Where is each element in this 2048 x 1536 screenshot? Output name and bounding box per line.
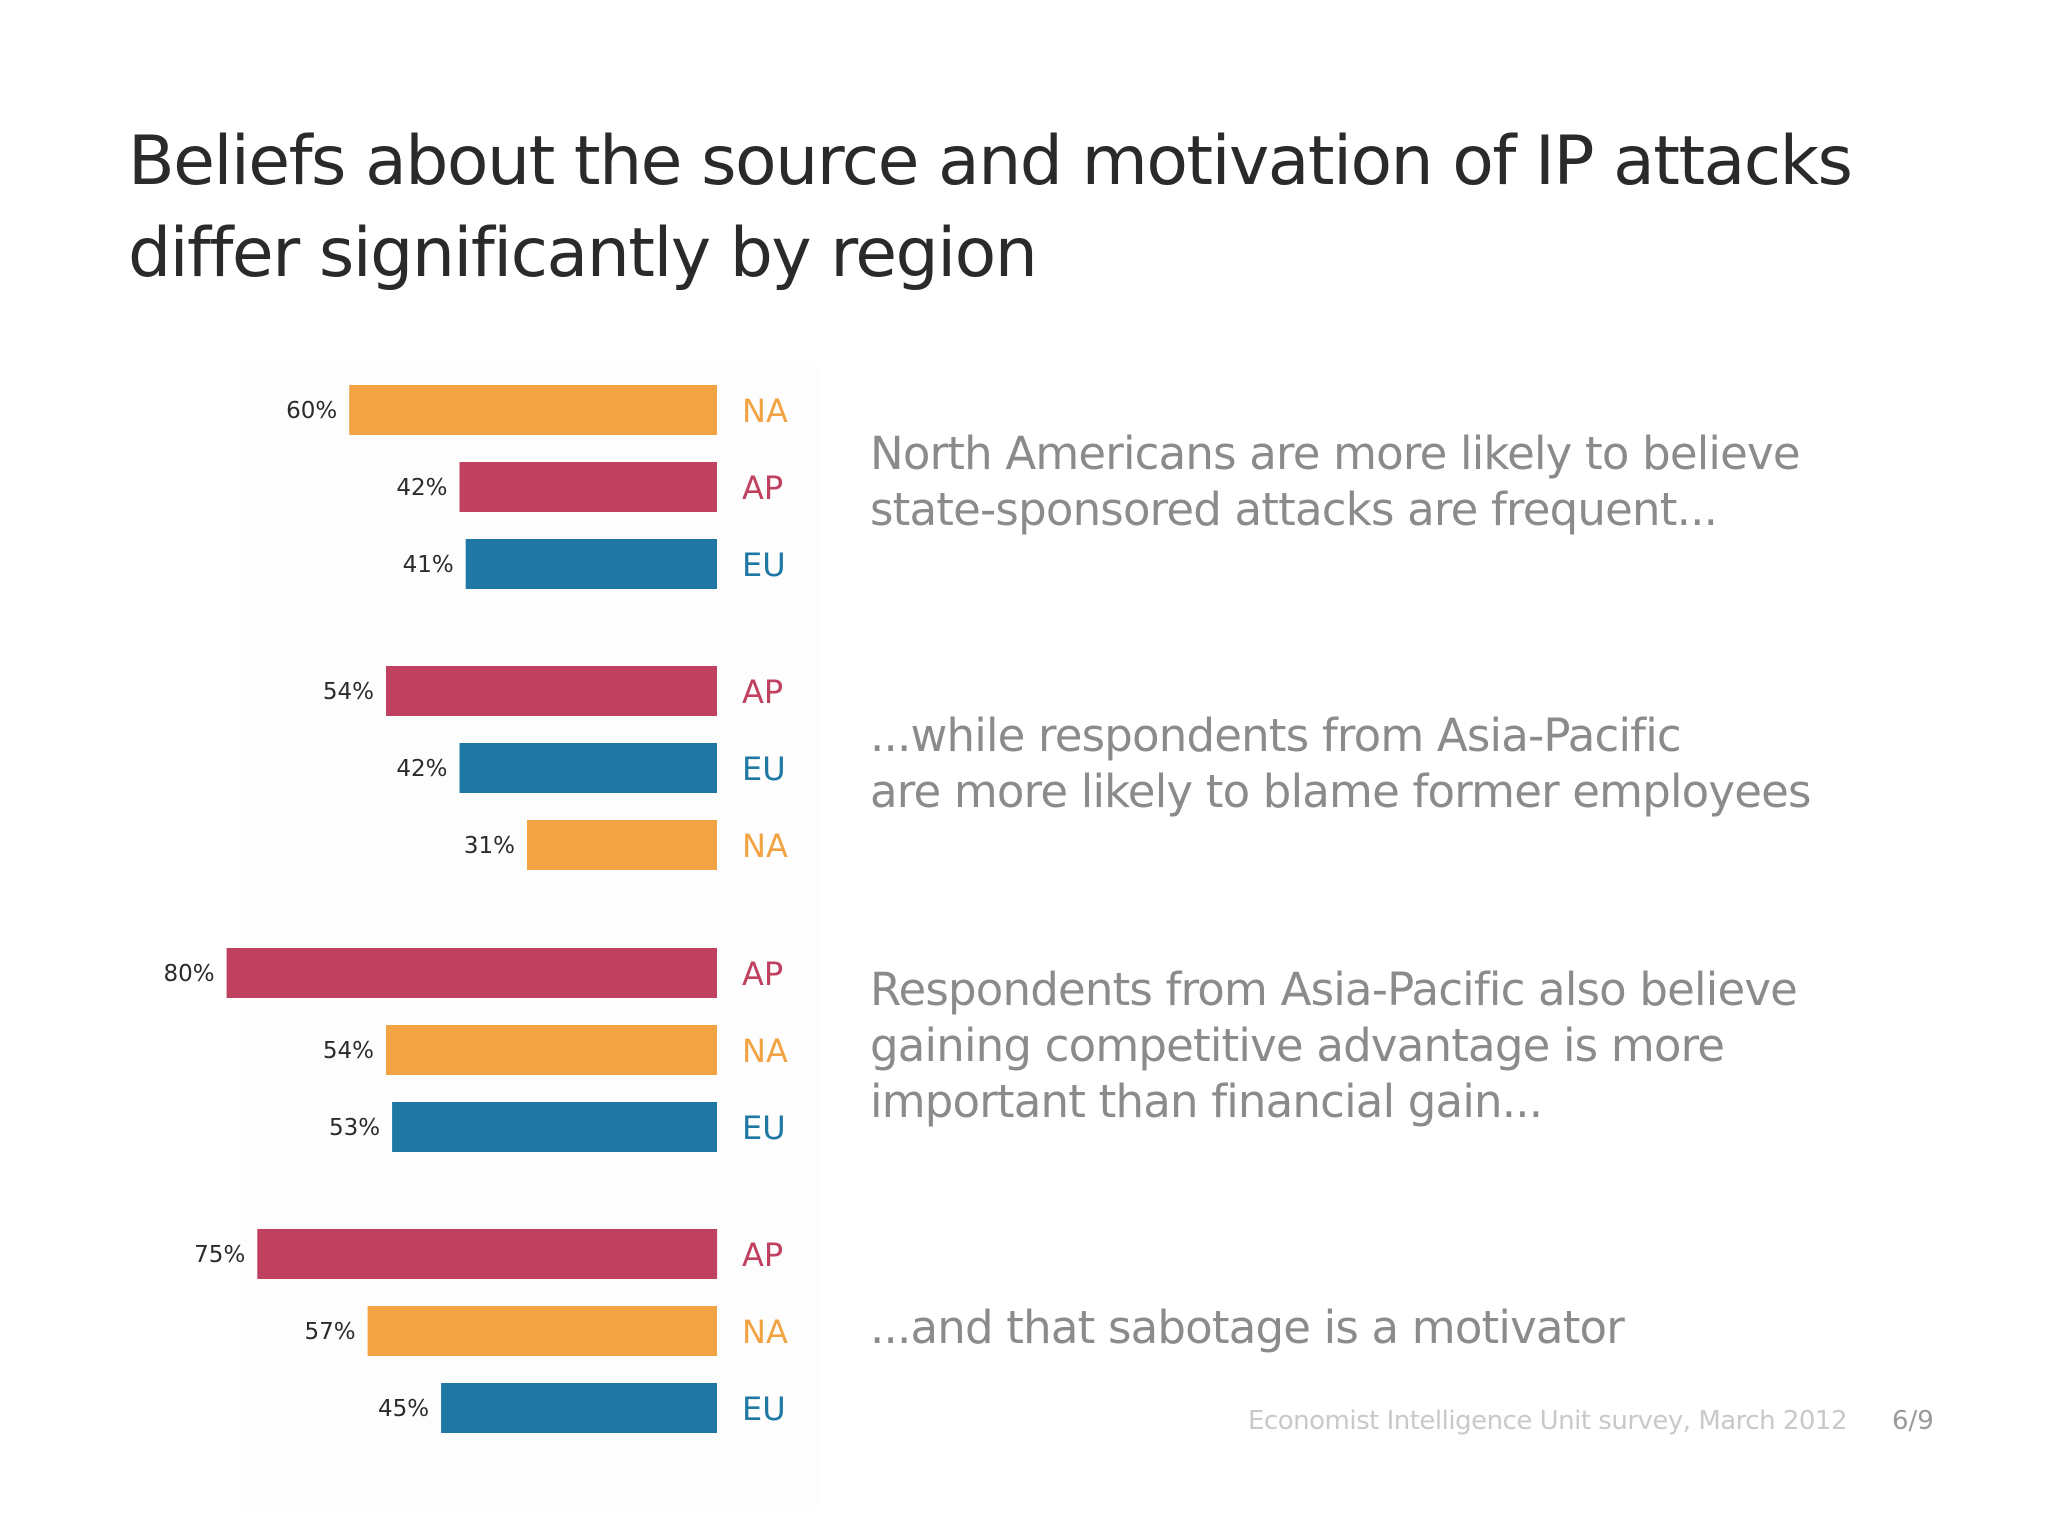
bar-2-na	[527, 820, 717, 870]
bar-3-ap	[226, 948, 717, 998]
region-label: NA	[742, 1032, 788, 1070]
region-label: AP	[742, 1236, 783, 1274]
bar-1-na	[349, 385, 717, 435]
value-label: 57%	[304, 1319, 355, 1345]
bar-4-ap	[257, 1229, 718, 1279]
value-label: 53%	[329, 1115, 380, 1141]
caption-state-sponsored: North Americans are more likely to belie…	[870, 427, 1801, 536]
slide-title: Beliefs about the source and motivation …	[128, 122, 1853, 293]
bar-2-eu	[459, 743, 717, 793]
value-label: 75%	[194, 1242, 245, 1268]
bar-3-eu	[392, 1102, 717, 1152]
region-label: AP	[742, 673, 783, 711]
region-label: EU	[742, 1109, 786, 1147]
region-label: EU	[742, 750, 786, 788]
bar-4-na	[367, 1306, 717, 1356]
caption-former-employees: ...while respondents from Asia-Pacific a…	[870, 709, 1811, 818]
bar-2-ap	[386, 666, 717, 716]
value-label: 45%	[378, 1396, 429, 1422]
region-label: AP	[742, 955, 783, 993]
value-label: 54%	[323, 679, 374, 705]
value-label: 42%	[396, 475, 447, 501]
value-label: 80%	[163, 961, 214, 987]
bar-4-eu	[441, 1383, 717, 1433]
region-label: EU	[742, 546, 786, 584]
bar-3-na	[386, 1025, 717, 1075]
caption-sabotage: ...and that sabotage is a motivator	[870, 1301, 1625, 1354]
value-label: 41%	[403, 552, 454, 578]
value-label: 31%	[464, 833, 515, 859]
caption-competitive-advantage: Respondents from Asia-Pacific also belie…	[870, 963, 1798, 1128]
source-note: Economist Intelligence Unit survey, Marc…	[1248, 1406, 1848, 1436]
bar-1-ap	[459, 462, 717, 512]
bar-1-eu	[465, 539, 717, 589]
value-label: 54%	[323, 1038, 374, 1064]
page-number: 6/9	[1892, 1406, 1934, 1436]
region-label: NA	[742, 392, 788, 430]
region-label: EU	[742, 1390, 786, 1428]
value-label: 42%	[396, 756, 447, 782]
region-label: AP	[742, 469, 783, 507]
region-label: NA	[742, 1313, 788, 1351]
value-label: 60%	[286, 398, 337, 424]
region-label: NA	[742, 827, 788, 865]
